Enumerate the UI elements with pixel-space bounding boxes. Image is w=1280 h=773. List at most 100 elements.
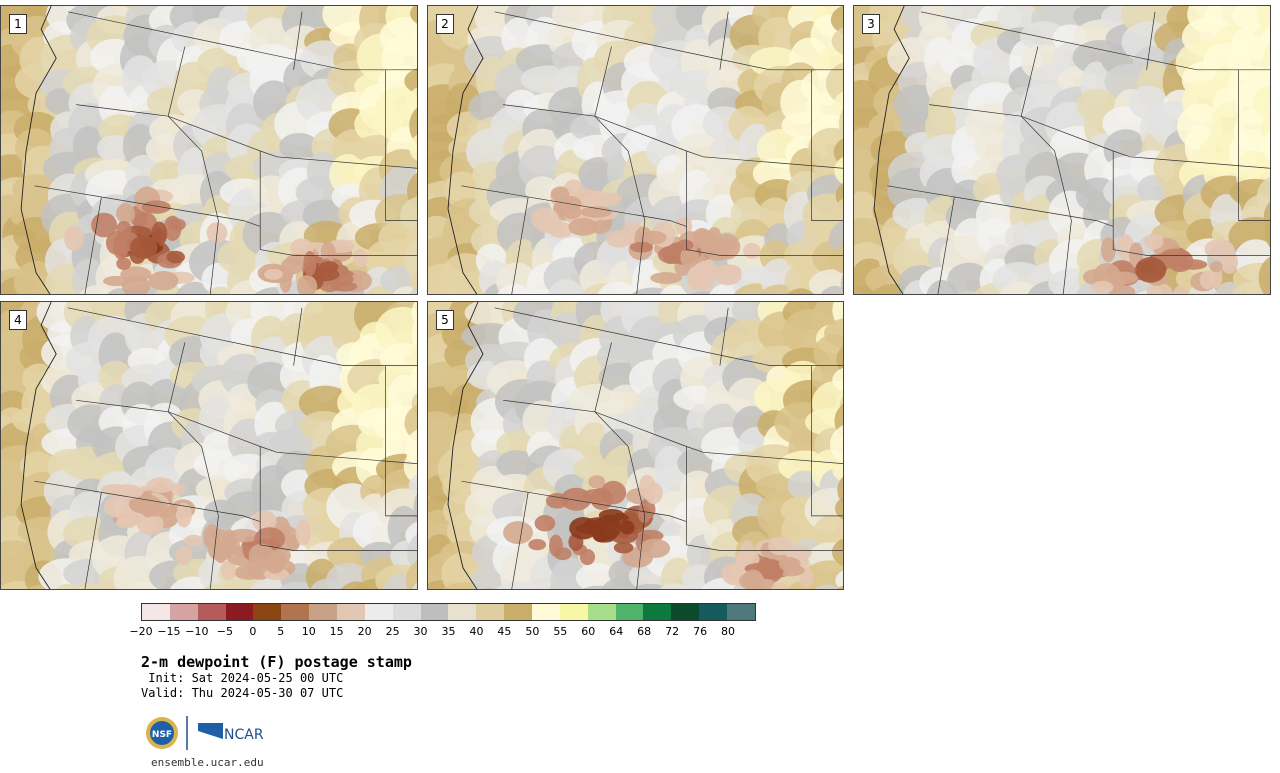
state-boundary xyxy=(67,11,417,71)
coastline xyxy=(873,6,910,294)
colorbar-swatch xyxy=(309,604,338,620)
colorbar-tick-label: 64 xyxy=(609,625,624,638)
colorbar-swatch xyxy=(225,604,254,620)
state-boundary xyxy=(920,11,1270,71)
state-boundary xyxy=(293,307,303,366)
site-url: ensemble.ucar.edu xyxy=(151,756,264,769)
state-boundary xyxy=(67,307,417,366)
map-svg xyxy=(1,6,417,294)
state-boundary xyxy=(494,307,843,366)
colorbar-tick-label: 76 xyxy=(693,625,708,638)
colorbar-tick-label: 5 xyxy=(277,625,285,638)
panel-number: 4 xyxy=(9,310,27,330)
colorbar-tick-label: 40 xyxy=(469,625,484,638)
colorbar-ticks: −20 −15 −10 −5 0 5 10 15 20 25 30 35 40 45 50 55 60 64 68 7… xyxy=(129,625,770,639)
state-boundary xyxy=(686,151,843,256)
state-boundary xyxy=(686,446,843,551)
coastline xyxy=(447,302,484,589)
map-panel-2: 2 xyxy=(427,5,844,295)
panel-number: 1 xyxy=(9,14,27,34)
colorbar-swatch xyxy=(587,604,616,620)
state-boundary xyxy=(811,365,843,517)
panel-number: 2 xyxy=(436,14,454,34)
colorbar-tick-label: 20 xyxy=(357,625,372,638)
colorbar-tick-label: 0 xyxy=(249,625,257,638)
colorbar-tick-label: 45 xyxy=(497,625,512,638)
colorbar-swatch xyxy=(142,604,170,620)
colorbar-tick-label: −15 xyxy=(157,625,181,638)
state-boundary xyxy=(259,151,417,256)
colorbar-swatch xyxy=(727,604,755,620)
state-boundary xyxy=(385,69,417,221)
state-boundary xyxy=(84,197,102,294)
state-boundary xyxy=(511,492,529,589)
state-boundary xyxy=(719,307,729,366)
map-svg xyxy=(854,6,1270,294)
colorbar-swatch xyxy=(420,604,449,620)
map-svg xyxy=(428,302,843,589)
colorbar-swatch xyxy=(364,604,393,620)
map-svg xyxy=(1,302,417,589)
state-boundary xyxy=(259,446,417,551)
colorbar-swatch xyxy=(392,604,421,620)
colorbar-tick-label: −5 xyxy=(216,625,233,638)
colorbar-swatch xyxy=(643,604,672,620)
valid-time: Valid: Thu 2024-05-30 07 UTC xyxy=(141,686,344,700)
colorbar-swatch xyxy=(615,604,644,620)
colorbar-swatch xyxy=(504,604,533,620)
colorbar-swatch xyxy=(337,604,365,620)
panel-number: 5 xyxy=(436,310,454,330)
state-boundary xyxy=(594,46,646,294)
colorbar-tick-label: 35 xyxy=(441,625,456,638)
state-boundary xyxy=(461,185,687,227)
colorbar-tick-label: −10 xyxy=(185,625,209,638)
state-boundary xyxy=(34,185,261,227)
colorbar xyxy=(141,603,756,621)
colorbar-swatch xyxy=(169,604,198,620)
colorbar-tick-label: 10 xyxy=(301,625,316,638)
state-boundary xyxy=(887,185,1114,227)
colorbar-tick-label: 72 xyxy=(665,625,680,638)
state-boundary xyxy=(811,69,843,221)
colorbar-tick-label: −20 xyxy=(129,625,153,638)
ncar-text: NCAR xyxy=(224,727,264,743)
colorbar-swatch xyxy=(699,604,728,620)
colorbar-tick-label: 30 xyxy=(413,625,428,638)
figure-title: 2-m dewpoint (F) postage stamp xyxy=(141,653,412,671)
state-boundary xyxy=(34,480,261,522)
panel-number: 3 xyxy=(862,14,880,34)
nsf-text: NSF xyxy=(152,730,172,740)
colorbar-tick-label: 50 xyxy=(525,625,540,638)
coastline xyxy=(447,6,484,294)
colorbar-tick-label: 55 xyxy=(553,625,568,638)
colorbar-tick-label: 68 xyxy=(637,625,652,638)
state-boundary xyxy=(167,342,219,589)
map-panel-3: 3 xyxy=(853,5,1271,295)
map-panel-4: 4 xyxy=(0,301,418,590)
coastline xyxy=(20,302,57,589)
state-boundary xyxy=(1112,151,1270,256)
colorbar-tick-label: 25 xyxy=(385,625,400,638)
map-panel-5: 5 xyxy=(427,301,844,590)
state-boundary xyxy=(1238,69,1270,221)
nsf-ncar-logo: NSF NCAR xyxy=(146,716,264,750)
colorbar-swatch xyxy=(671,604,700,620)
colorbar-swatch xyxy=(253,604,282,620)
state-boundary xyxy=(461,480,687,522)
init-time: Init: Sat 2024-05-25 00 UTC xyxy=(141,671,344,685)
ncar-flag-icon xyxy=(198,723,223,739)
map-panel-1: 1 xyxy=(0,5,418,295)
state-boundary xyxy=(719,11,729,70)
colorbar-tick-label: 80 xyxy=(721,625,736,638)
state-boundary xyxy=(293,11,303,70)
colorbar-swatch xyxy=(559,604,588,620)
state-boundary xyxy=(937,197,955,294)
state-boundary xyxy=(1146,11,1156,70)
colorbar-swatch xyxy=(448,604,477,620)
map-svg xyxy=(428,6,843,294)
state-boundary xyxy=(1020,46,1072,294)
colorbar-tick-label: 60 xyxy=(581,625,596,638)
colorbar-swatch xyxy=(281,604,310,620)
coastline xyxy=(20,6,57,294)
state-boundary xyxy=(167,46,219,294)
